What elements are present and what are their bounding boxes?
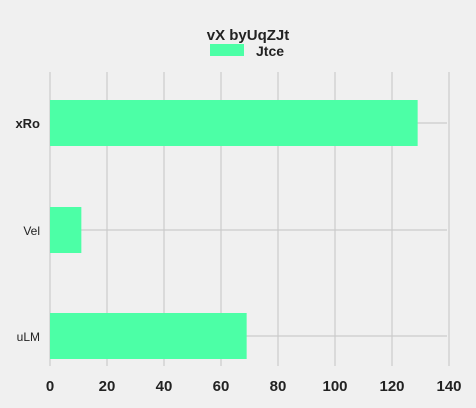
bar-xro xyxy=(50,100,418,146)
legend-label: Jtce xyxy=(256,43,284,59)
y-tick-label: xRo xyxy=(15,116,40,131)
x-tick-label: 60 xyxy=(213,378,230,395)
y-tick-label: uLM xyxy=(17,330,40,344)
x-tick-label: 40 xyxy=(156,378,173,395)
x-tick-label: 100 xyxy=(322,378,347,395)
x-axis-ticks: 0 20 40 60 80 100 120 140 xyxy=(46,378,462,395)
chart-title: vX byUqZJt xyxy=(207,27,290,44)
legend-swatch xyxy=(210,44,244,56)
x-tick-label: 20 xyxy=(99,378,116,395)
x-tick-label: 140 xyxy=(436,378,461,395)
bar-vel xyxy=(50,207,82,253)
bar-ulm xyxy=(50,313,247,359)
x-tick-label: 80 xyxy=(270,378,287,395)
bars xyxy=(50,100,418,359)
x-tick-label: 0 xyxy=(46,378,54,395)
y-axis-ticks: xRo Vel uLM xyxy=(15,116,40,344)
x-tick-label: 120 xyxy=(379,378,404,395)
legend: Jtce xyxy=(210,43,284,59)
y-tick-label: Vel xyxy=(23,224,40,238)
